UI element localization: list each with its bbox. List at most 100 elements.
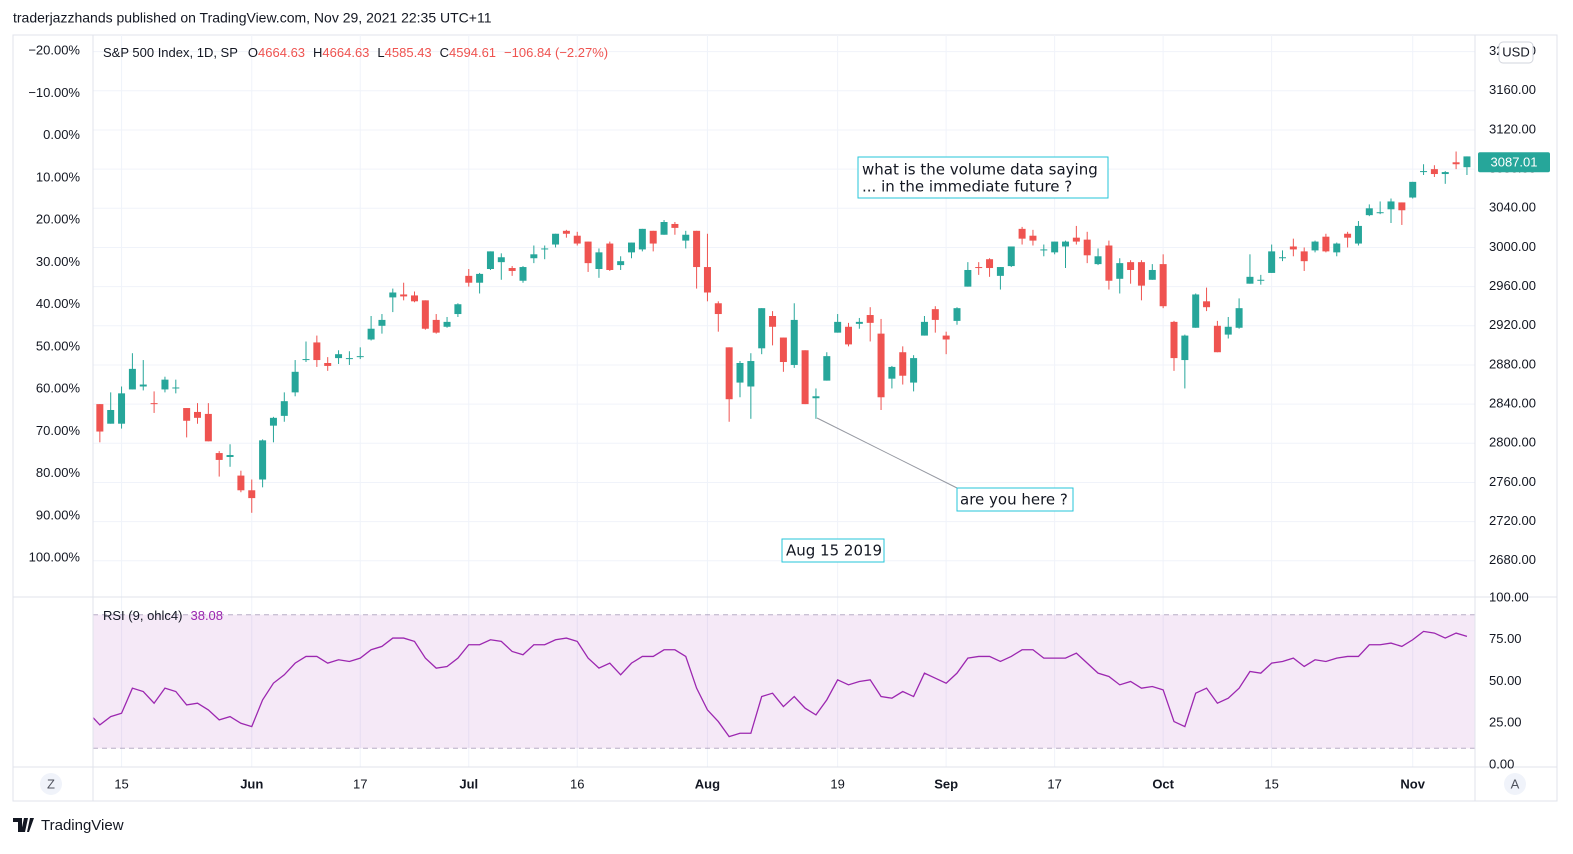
- currency-label[interactable]: USD: [1502, 44, 1529, 59]
- candle-body: [660, 222, 668, 235]
- x-tick-label: 16: [570, 776, 584, 791]
- candle-body: [1376, 212, 1384, 214]
- legend-high-label: H: [313, 45, 322, 60]
- candle-body: [204, 413, 212, 442]
- candle-body: [964, 269, 972, 287]
- candle-body: [150, 403, 158, 405]
- y-tick-label: 2760.00: [1489, 474, 1536, 489]
- auto-scale-label[interactable]: A: [1511, 776, 1520, 791]
- x-tick-label: Nov: [1400, 776, 1425, 791]
- candle-body: [736, 362, 744, 383]
- symbol-title: S&P 500 Index, 1D, SP: [103, 45, 238, 60]
- candle-body: [714, 303, 722, 315]
- candle-body: [161, 379, 169, 390]
- candle-body: [986, 259, 994, 269]
- rsi-tick-label: 50.00: [1489, 673, 1522, 688]
- candle-body: [1094, 256, 1102, 265]
- candle-body: [1398, 202, 1406, 211]
- annotation-text: ... in the immediate future ?: [862, 178, 1072, 196]
- candle-body: [606, 243, 614, 270]
- annotation-box: [956, 487, 1074, 512]
- annotation-box: [857, 156, 1109, 199]
- candle-body: [1257, 279, 1265, 281]
- candle-body: [638, 228, 646, 250]
- candle-body: [128, 368, 136, 390]
- rsi-grid: [93, 597, 1475, 767]
- y-tick-label: 3160.00: [1489, 82, 1536, 97]
- rsi-tick-label: 25.00: [1489, 715, 1522, 730]
- candle-body: [107, 409, 115, 424]
- x-tick-label: 17: [1047, 776, 1061, 791]
- candle-body: [1203, 301, 1211, 308]
- candle-body: [573, 235, 581, 244]
- candle-body: [758, 308, 766, 349]
- candle-body: [1354, 225, 1362, 244]
- candle-body: [649, 230, 657, 244]
- candle-body: [454, 304, 462, 315]
- legend-open-label: O: [248, 45, 258, 60]
- candle-body: [465, 275, 473, 283]
- candle-body: [378, 319, 386, 326]
- candle-body: [1246, 276, 1254, 284]
- annotation-text: what is the volume data saying: [862, 161, 1098, 179]
- candle-body: [942, 335, 950, 340]
- y2-tick-label: 80.00%: [36, 465, 81, 480]
- annotation-box: [781, 538, 885, 563]
- candle-body: [888, 366, 896, 379]
- y-tick-label: 2680.00: [1489, 552, 1536, 567]
- y2-tick-label: 20.00%: [36, 212, 81, 227]
- candle-body: [367, 328, 375, 340]
- candle-body: [421, 300, 429, 329]
- y-tick-label: 2880.00: [1489, 356, 1536, 371]
- candle-body: [790, 319, 798, 365]
- candle-body: [411, 295, 418, 302]
- footer-logo: TradingView: [41, 817, 124, 834]
- log-scale-label[interactable]: Z: [47, 776, 55, 791]
- candle-body: [1170, 321, 1178, 359]
- candle-body: [1181, 335, 1189, 361]
- candle-body: [1029, 235, 1037, 241]
- candle-body: [996, 267, 1004, 276]
- candle-body: [172, 387, 180, 389]
- candle-body: [725, 347, 733, 400]
- x-tick-label: Jul: [459, 776, 478, 791]
- legend-open-value: 4664.63: [258, 45, 305, 60]
- log-scale-button[interactable]: [40, 773, 62, 795]
- candle-body: [855, 321, 863, 324]
- candle-body: [953, 308, 961, 321]
- candle-body: [324, 362, 332, 366]
- candle-body: [432, 319, 440, 333]
- legend-change: −106.84 (−2.27%): [504, 45, 608, 60]
- candle-body: [1116, 263, 1124, 279]
- x-tick-label: 17: [353, 776, 367, 791]
- y2-tick-label: −20.00%: [28, 42, 80, 57]
- candle-body: [1333, 243, 1341, 253]
- candle-body: [237, 475, 245, 491]
- candle-body: [356, 356, 364, 358]
- rsi-line: [93, 630, 1468, 738]
- candle-body: [769, 316, 777, 327]
- candle-body: [1279, 257, 1286, 259]
- rsi-tick-label: 100.00: [1489, 589, 1529, 604]
- candle-body: [1322, 236, 1330, 252]
- auto-scale-button[interactable]: [1504, 773, 1526, 795]
- currency-button[interactable]: [1498, 41, 1534, 64]
- legend-low-value: 4585.43: [385, 45, 432, 60]
- candle-body: [1148, 269, 1156, 280]
- candle-body: [248, 490, 256, 499]
- x-tick-label: Sep: [934, 776, 958, 791]
- publisher-header: traderjazzhands published on TradingView…: [13, 10, 492, 26]
- candle-body: [345, 358, 353, 360]
- candle-body: [269, 417, 277, 426]
- candle-body: [1420, 171, 1428, 173]
- candle-body: [215, 453, 223, 460]
- candle-body: [975, 267, 983, 269]
- candle-body: [1430, 169, 1438, 175]
- candle-body: [476, 273, 484, 283]
- candle-body: [1018, 228, 1026, 239]
- candle-body: [302, 359, 310, 361]
- candle-body: [389, 292, 397, 298]
- candle-body: [812, 396, 820, 399]
- candle-body: [628, 242, 635, 253]
- candle-body: [1105, 245, 1113, 281]
